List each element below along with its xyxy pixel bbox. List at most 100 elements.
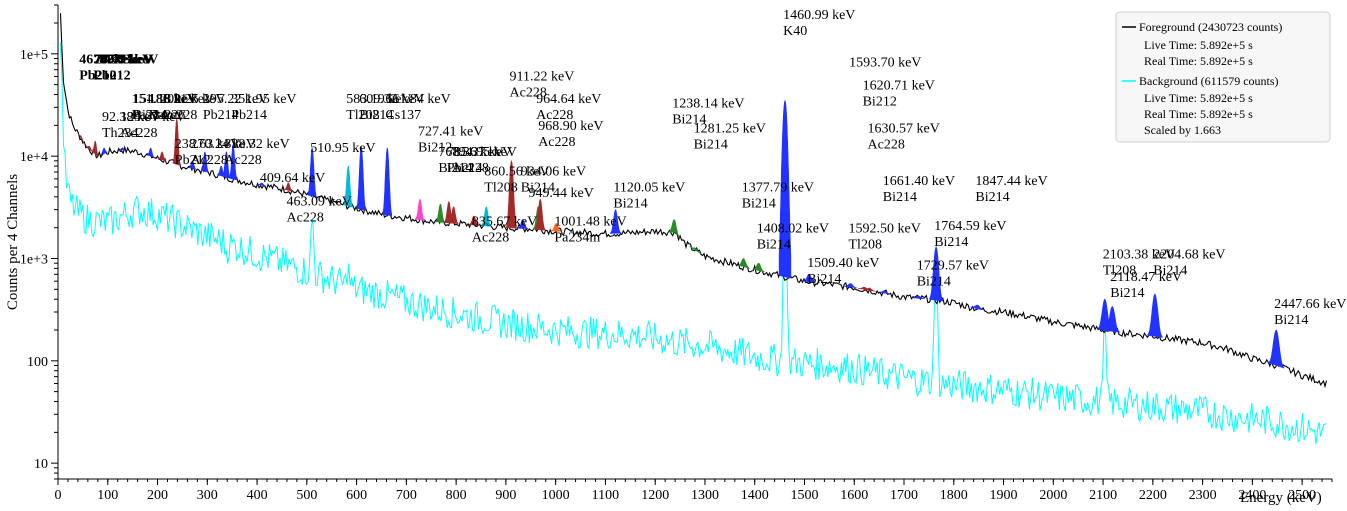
- peak-1120.29[interactable]: [609, 209, 622, 234]
- peak-295.22[interactable]: [200, 151, 209, 173]
- x-tick-label: 600: [346, 488, 367, 503]
- peak-label: 785.37 keV: [447, 145, 512, 160]
- peak-label: 1408.02 keV: [757, 221, 829, 236]
- legend-bg-line-2: Real Time: 5.892e+5 s: [1144, 107, 1253, 121]
- peak-583.19[interactable]: [343, 165, 353, 208]
- peak-label: 1281.25 keV: [694, 122, 766, 137]
- peak-nuclide: Bi214: [438, 161, 472, 176]
- peak-label: 1001.48 keV: [554, 215, 626, 230]
- peak-835.71[interactable]: [468, 215, 479, 226]
- peak-794.95[interactable]: [448, 206, 459, 224]
- peak-label: 463.09 keV: [287, 194, 352, 209]
- peak-727.33[interactable]: [415, 198, 425, 221]
- peak-label: 351.95 keV: [231, 92, 296, 107]
- peak-129.07[interactable]: [118, 147, 126, 151]
- peak-270.24[interactable]: [188, 160, 197, 170]
- peak-nuclide: Pb212: [175, 153, 211, 168]
- peak-209.25[interactable]: [158, 151, 167, 162]
- peak-nuclide: Bi214: [521, 180, 555, 195]
- y-tick-label: 1e+4: [20, 150, 48, 165]
- peak-1377.67[interactable]: [737, 258, 750, 269]
- peak-nuclide: Bi214: [694, 138, 728, 153]
- peak-409.46[interactable]: [257, 182, 266, 187]
- peak-1592.5[interactable]: [844, 283, 857, 289]
- peak-nuclide: Bi214: [1274, 313, 1308, 328]
- legend[interactable]: Foreground (2430723 counts) Live Time: 5…: [1115, 11, 1331, 143]
- peak-label: 1620.71 keV: [863, 78, 935, 93]
- peak-1460.82[interactable]: [778, 99, 792, 279]
- x-tick-label: 1700: [890, 488, 918, 503]
- peak-label: 238.63 keV: [175, 137, 240, 152]
- peak-nuclide: Bi214: [359, 108, 393, 123]
- x-tick-label: 700: [396, 488, 417, 503]
- peak-661.66[interactable]: [382, 147, 392, 217]
- x-tick-label: 100: [97, 488, 118, 503]
- peak-463[interactable]: [284, 182, 293, 192]
- peak-label: 77.79 keV: [95, 53, 154, 68]
- peak-label: 129.07 keV: [120, 110, 185, 125]
- peak-1408[interactable]: [752, 262, 765, 273]
- peak-1509.23[interactable]: [802, 273, 816, 283]
- y-tick-label: 1e+5: [20, 48, 48, 63]
- peak-nuclide: Ac228: [868, 138, 905, 153]
- peak-label: 2447.66 keV: [1274, 297, 1346, 312]
- peak-1281[interactable]: [689, 246, 702, 255]
- peak-nuclide: Pa234m: [554, 231, 600, 246]
- peak-186.21[interactable]: [146, 147, 155, 158]
- peak-label: 964.64 keV: [536, 92, 601, 107]
- peak-nuclide: Tl208: [1103, 264, 1136, 279]
- peak-label: 934.06 keV: [521, 164, 586, 179]
- peak-510.77[interactable]: [307, 147, 317, 198]
- background-series: [60, 42, 1327, 445]
- peak-label: 510.95 keV: [310, 141, 375, 156]
- peak-1630.63[interactable]: [863, 287, 876, 292]
- peak-nuclide: Ac228: [472, 231, 509, 246]
- peak-label: 1847.44 keV: [975, 174, 1047, 189]
- peak-label: 270.24 keV: [191, 137, 256, 152]
- peak-label: 1460.99 keV: [783, 8, 855, 23]
- peak-911.2[interactable]: [506, 159, 517, 229]
- peak-92.38[interactable]: [100, 147, 108, 156]
- peak-label: 968.90 keV: [538, 119, 603, 134]
- peak-label: 1377.79 keV: [742, 181, 814, 196]
- peak-46.54[interactable]: [77, 132, 85, 145]
- peak-label: 1592.50 keV: [849, 221, 921, 236]
- peak-860.56[interactable]: [481, 206, 492, 227]
- peak-609.32[interactable]: [356, 145, 366, 211]
- x-tick-label: 1600: [840, 488, 868, 503]
- peak-label: 87.03 keV: [99, 53, 158, 68]
- peak-74.97[interactable]: [91, 140, 99, 157]
- peak-label: 209.25 keV: [160, 92, 225, 107]
- peak-1001.03[interactable]: [550, 223, 562, 232]
- peak-label: 727.41 keV: [418, 124, 483, 139]
- peak-label: 338.32 keV: [224, 137, 289, 152]
- peak-238.63[interactable]: [172, 118, 181, 166]
- peak-1847.42[interactable]: [970, 304, 985, 310]
- peak-nuclide: Pb210: [79, 69, 116, 84]
- peak-1729.6[interactable]: [912, 295, 926, 300]
- x-tick-label: 300: [197, 488, 218, 503]
- peak-2447.86[interactable]: [1268, 329, 1285, 369]
- legend-box: [1115, 11, 1331, 143]
- peak-nuclide: Bi214: [672, 112, 706, 127]
- y-tick-label: 1e+3: [20, 252, 48, 267]
- peak-label: 151.88 keV: [132, 92, 197, 107]
- x-tick-label: 2400: [1238, 488, 1266, 503]
- peak-351.93[interactable]: [228, 143, 238, 181]
- peak-2204.21[interactable]: [1147, 293, 1163, 338]
- peak-968.97[interactable]: [534, 198, 546, 231]
- peak-1661.28[interactable]: [878, 290, 892, 295]
- peak-label: 835.67 keV: [472, 215, 537, 230]
- peak-934.06[interactable]: [517, 219, 529, 229]
- x-tick-label: 2500: [1288, 488, 1316, 503]
- peak-nuclide: Ac228: [224, 153, 261, 168]
- peak-label: 46.54 keV: [79, 53, 138, 68]
- peak-label: 860.56 keV: [484, 164, 549, 179]
- peak-label: 1238.14 keV: [672, 96, 744, 111]
- peak-1764.49[interactable]: [929, 246, 943, 302]
- peak-2118.55[interactable]: [1104, 305, 1120, 333]
- peak-label: 609.32 keV: [359, 92, 424, 107]
- peak-nuclide: Bi214: [807, 272, 841, 287]
- peak-1238.11[interactable]: [668, 219, 680, 239]
